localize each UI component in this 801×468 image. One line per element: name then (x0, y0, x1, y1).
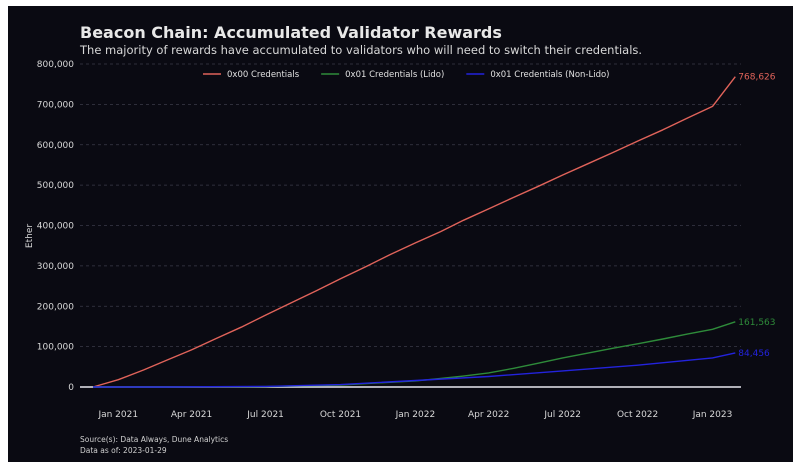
end-labels: 768,626 161,563 84,456 (738, 73, 775, 359)
series-end-label: 84,456 (738, 349, 770, 359)
legend-label: 0x01 Credentials (Lido) (345, 70, 444, 80)
chart-title: Beacon Chain: Accumulated Validator Rewa… (80, 23, 502, 42)
x-tick-label: Apr 2022 (468, 410, 509, 420)
x-tick-label: Oct 2021 (320, 410, 361, 420)
series-line (93, 352, 736, 388)
y-tick-labels: 0 100,000 200,000 300,000 400,000 500,000 600,… (37, 60, 74, 393)
series-line (92, 76, 736, 388)
y-tick-label: 500,000 (37, 181, 74, 191)
y-tick-label: 700,000 (37, 100, 74, 110)
data-date-note: Data as of: 2023-01-29 (80, 446, 167, 455)
y-tick-label: 600,000 (37, 141, 74, 151)
y-tick-label: 200,000 (37, 302, 74, 312)
grid-layer (80, 63, 741, 388)
x-tick-label: Jan 2021 (97, 410, 138, 420)
x-tick-label: Apr 2021 (171, 410, 212, 420)
legend-label: 0x01 Credentials (Non-Lido) (490, 70, 609, 80)
y-axis-label: Ether (25, 224, 35, 248)
series-layer (92, 76, 736, 388)
y-tick-label: 800,000 (37, 60, 74, 70)
chart-panel: Beacon Chain: Accumulated Validator Rewa… (8, 6, 793, 462)
y-tick-label: 300,000 (37, 262, 74, 272)
source-credit: Source(s): Data Always, Dune Analytics (80, 435, 228, 444)
legend-label: 0x00 Credentials (227, 70, 300, 80)
y-tick-label: 400,000 (37, 222, 74, 232)
chart-svg: Beacon Chain: Accumulated Validator Rewa… (25, 23, 776, 455)
series-line (93, 321, 736, 388)
x-tick-label: Jan 2022 (395, 410, 436, 420)
x-tick-label: Jul 2021 (246, 410, 284, 420)
legend: 0x00 Credentials 0x01 Credentials (Lido) 0… (203, 70, 610, 80)
series-end-label: 768,626 (738, 73, 775, 83)
y-tick-label: 100,000 (37, 343, 74, 353)
y-tick-label: 0 (68, 383, 74, 393)
x-tick-label: Jan 2023 (692, 410, 733, 420)
chart-subtitle: The majority of rewards have accumulated… (79, 43, 642, 57)
x-tick-labels: Jan 2021 Apr 2021 Jul 2021 Oct 2021 Jan 2022… (97, 410, 732, 420)
series-end-label: 161,563 (738, 318, 775, 328)
x-tick-label: Jul 2022 (543, 410, 581, 420)
x-tick-label: Oct 2022 (617, 410, 658, 420)
